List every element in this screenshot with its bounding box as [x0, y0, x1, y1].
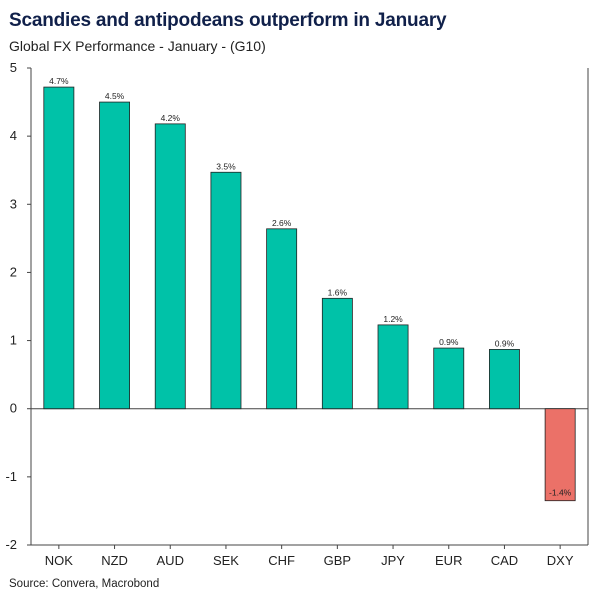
- x-tick-label-cad: CAD: [491, 553, 518, 568]
- data-label-gbp: 1.6%: [328, 287, 348, 297]
- data-label-cad: 0.9%: [495, 338, 515, 348]
- bar-dxy: [544, 408, 576, 502]
- x-tick-label-sek: SEK: [213, 553, 239, 568]
- data-label-dxy: -1.4%: [549, 488, 572, 498]
- y-tick-label: 3: [10, 196, 17, 211]
- x-tick-label-nzd: NZD: [101, 553, 128, 568]
- data-label-chf: 2.6%: [272, 218, 292, 228]
- x-tick-label-nok: NOK: [45, 553, 74, 568]
- bar-nzd: [99, 101, 130, 410]
- data-label-eur: 0.9%: [439, 337, 459, 347]
- x-tick-label-gbp: GBP: [324, 553, 351, 568]
- y-tick-label: -1: [5, 469, 17, 484]
- data-label-aud: 4.2%: [161, 113, 181, 123]
- x-tick-label-dxy: DXY: [547, 553, 574, 568]
- bar-chf: [266, 228, 298, 410]
- bar-gbp: [321, 297, 353, 410]
- y-tick-label: 0: [10, 401, 17, 416]
- y-tick-label: -2: [5, 537, 17, 552]
- chart-title: Scandies and antipodeans outperform in J…: [9, 10, 447, 31]
- chart-subtitle: Global FX Performance - January - (G10): [9, 38, 266, 54]
- bar-jpy: [377, 324, 409, 410]
- data-label-sek: 3.5%: [216, 161, 236, 171]
- data-label-jpy: 1.2%: [383, 314, 403, 324]
- bar-eur: [433, 347, 465, 410]
- y-tick-label: 4: [10, 128, 17, 143]
- source-note: Source: Convera, Macrobond: [9, 578, 160, 590]
- x-tick-label-jpy: JPY: [381, 553, 405, 568]
- y-tick-label: 5: [10, 60, 17, 75]
- bar-aud: [154, 123, 186, 410]
- y-tick-label: 2: [10, 264, 17, 279]
- y-tick-label: 1: [10, 333, 17, 348]
- data-label-nok: 4.7%: [49, 76, 69, 86]
- x-tick-label-aud: AUD: [157, 553, 184, 568]
- data-label-nzd: 4.5%: [105, 91, 125, 101]
- bar-nok: [43, 86, 75, 410]
- bar-sek: [210, 171, 242, 410]
- x-tick-label-eur: EUR: [435, 553, 462, 568]
- bar-cad: [489, 349, 520, 410]
- x-tick-label-chf: CHF: [268, 553, 295, 568]
